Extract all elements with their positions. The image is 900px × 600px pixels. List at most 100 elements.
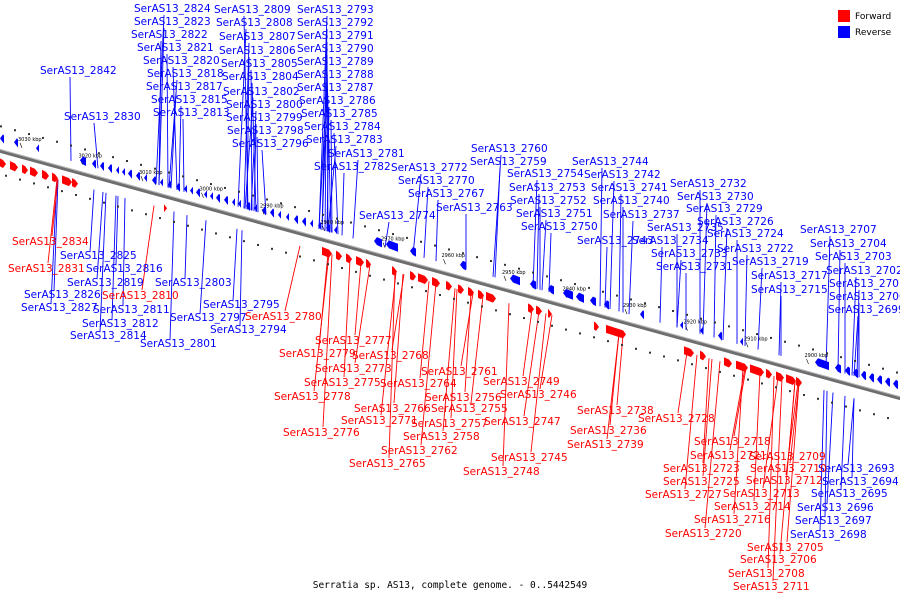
forward-leader-line xyxy=(354,264,371,364)
kbp-tick xyxy=(503,275,507,281)
reverse-gene-label: SerAS13_2726 xyxy=(697,216,774,228)
forward-gene-arrow xyxy=(700,350,706,361)
legend-forward-swatch xyxy=(838,10,850,22)
minor-dot xyxy=(336,217,338,220)
forward-gene-arrow xyxy=(458,284,464,294)
reverse-gene-label: SerAS13_2693 xyxy=(818,463,895,475)
minor-dot xyxy=(523,317,525,320)
forward-leader-line xyxy=(522,309,533,377)
legend-reverse-swatch xyxy=(838,26,850,38)
forward-leader-line xyxy=(393,274,404,404)
reverse-leader-line xyxy=(757,267,763,350)
reverse-leader-line xyxy=(851,398,855,479)
reverse-gene-label: SerAS13_2750 xyxy=(521,221,598,233)
reverse-leader-line xyxy=(321,93,328,230)
reverse-gene-arrow xyxy=(590,296,596,307)
reverse-gene-arrow xyxy=(144,173,147,183)
kbp-tick-label: 2930 kbp xyxy=(623,303,647,309)
reverse-leader-line xyxy=(172,66,178,191)
reverse-gene-label: SerAS13_2699 xyxy=(828,304,900,316)
reverse-gene-label: SerAS13_2707 xyxy=(800,224,877,236)
reverse-leader-line xyxy=(239,230,243,327)
forward-gene-label: SerAS13_2778 xyxy=(274,391,351,403)
reverse-gene-label: SerAS13_2770 xyxy=(398,175,475,187)
minor-dot xyxy=(490,259,492,262)
reverse-leader-line xyxy=(243,42,250,209)
legend: Forward Reverse xyxy=(838,10,892,38)
reverse-gene-arrow xyxy=(128,169,132,179)
reverse-gene-label: SerAS13_2813 xyxy=(153,107,230,119)
reverse-leader-line xyxy=(122,198,126,307)
reverse-gene-label: SerAS13_2822 xyxy=(131,29,208,41)
minor-dot xyxy=(126,159,128,162)
forward-gene-arrow xyxy=(478,289,484,300)
forward-gene-label: SerAS13_2712 xyxy=(746,475,823,487)
minor-dot xyxy=(257,243,259,246)
forward-gene-label: SerAS13_2766 xyxy=(354,403,431,415)
minor-dot xyxy=(658,306,660,309)
forward-gene-label: SerAS13_2714 xyxy=(714,501,791,513)
reverse-gene-label: SerAS13_2772 xyxy=(391,162,468,174)
reverse-leader-line xyxy=(541,219,547,291)
forward-gene-label: SerAS13_2768 xyxy=(352,350,429,362)
kbp-tick xyxy=(745,342,749,348)
reverse-gene-arrow xyxy=(270,208,274,218)
forward-gene-arrow xyxy=(766,368,772,379)
minor-dot xyxy=(873,413,875,416)
forward-gene-label: SerAS13_2721 xyxy=(690,450,767,462)
forward-gene-arrow xyxy=(606,324,626,339)
kbp-tick xyxy=(685,325,688,331)
forward-leader-line xyxy=(677,352,688,414)
minor-dot xyxy=(378,229,380,232)
minor-dot xyxy=(383,278,385,281)
reverse-gene-arrow xyxy=(835,363,841,374)
reverse-leader-line xyxy=(713,214,717,338)
kbp-tick-label: 2980 kbp xyxy=(321,220,345,226)
minor-dot xyxy=(308,209,310,212)
minor-dot xyxy=(495,309,497,312)
forward-gene-arrow xyxy=(528,303,534,314)
minor-dot xyxy=(803,393,805,396)
minor-dot xyxy=(215,232,217,235)
minor-dot xyxy=(714,321,716,324)
kbp-tick-label: 2970 kbp xyxy=(381,237,405,243)
forward-gene-label: SerAS13_2756 xyxy=(425,392,502,404)
reverse-leader-line xyxy=(250,110,257,211)
reverse-gene-label: SerAS13_2812 xyxy=(82,318,159,330)
reverse-leader-line xyxy=(676,259,682,328)
forward-leader-line xyxy=(380,272,397,416)
minor-dot xyxy=(84,148,86,151)
forward-gene-label: SerAS13_2757 xyxy=(411,418,488,430)
reverse-gene-arrow xyxy=(246,201,250,212)
reverse-gene-arrow xyxy=(262,206,266,216)
reverse-gene-label: SerAS13_2808 xyxy=(216,17,293,29)
forward-leader-line xyxy=(786,382,800,543)
forward-gene-label: SerAS13_2779 xyxy=(279,348,356,360)
forward-gene-label: SerAS13_2709 xyxy=(749,451,826,463)
forward-gene-label: SerAS13_2716 xyxy=(694,514,771,526)
forward-gene-label: SerAS13_2831 xyxy=(8,263,85,275)
reverse-leader-line xyxy=(604,246,608,308)
minor-dot xyxy=(840,356,842,359)
reverse-gene-arrow xyxy=(386,240,398,252)
minor-dot xyxy=(602,290,604,293)
minor-dot xyxy=(364,225,366,228)
minor-dot xyxy=(686,313,688,316)
minor-dot xyxy=(532,271,534,274)
minor-dot xyxy=(560,279,562,282)
forward-gene-arrow xyxy=(356,256,364,267)
reverse-gene-arrow xyxy=(36,144,39,154)
reverse-gene-arrow xyxy=(563,289,573,300)
minor-dot xyxy=(0,125,2,128)
forward-leader-line xyxy=(733,367,744,515)
reverse-gene-arrow xyxy=(885,377,890,387)
reverse-gene-label: SerAS13_2842 xyxy=(40,65,117,77)
reverse-gene-label: SerAS13_2702 xyxy=(826,265,900,277)
reverse-gene-label: SerAS13_2719 xyxy=(732,256,809,268)
minor-dot xyxy=(392,233,394,236)
minor-dot xyxy=(887,417,889,420)
forward-gene-arrow xyxy=(410,271,416,281)
reverse-gene-label: SerAS13_2774 xyxy=(359,210,436,222)
minor-dot xyxy=(565,328,567,331)
minor-dot xyxy=(145,213,147,216)
